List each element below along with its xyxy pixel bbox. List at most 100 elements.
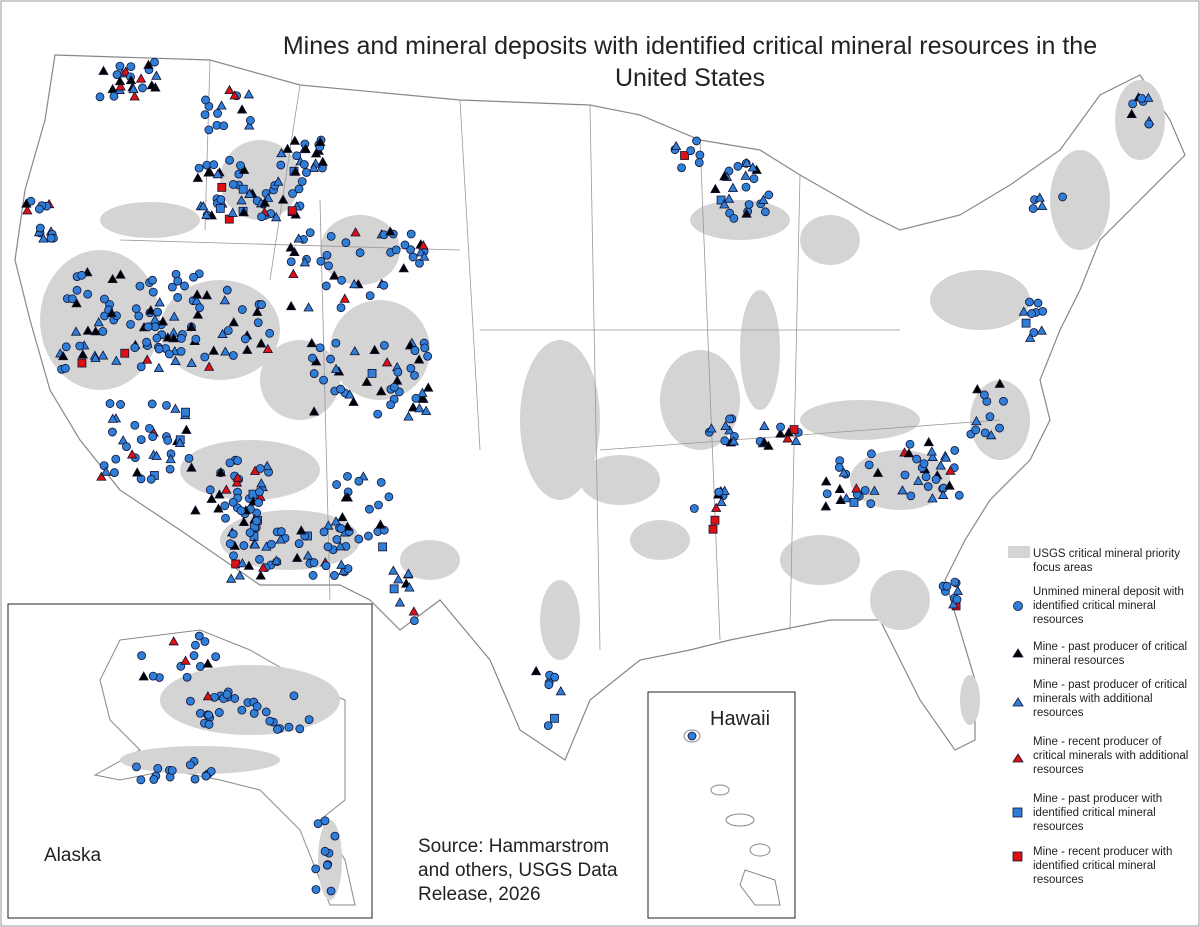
deposit-marker (714, 487, 724, 497)
deposit-marker (221, 513, 230, 523)
deposit-marker (720, 436, 730, 446)
mine-marker (728, 436, 739, 446)
focus-area (180, 440, 320, 500)
mine-marker (308, 406, 320, 416)
mine-marker (393, 574, 404, 584)
focus-area (660, 350, 740, 450)
mine-marker (716, 496, 727, 507)
focus-area (520, 340, 600, 500)
mine-marker (367, 368, 377, 378)
deposit-marker (194, 631, 204, 641)
deposit-marker (355, 248, 365, 258)
deposit-marker (204, 125, 214, 135)
focus-area (160, 280, 280, 380)
deposit-marker (550, 672, 560, 682)
mine-marker (1126, 108, 1137, 119)
deposit-marker (420, 343, 430, 353)
mine-marker (670, 140, 682, 151)
deposit-marker (384, 492, 394, 502)
deposit-marker (225, 539, 235, 549)
mine-marker (530, 665, 542, 676)
mine-marker (289, 135, 301, 145)
mine-marker (238, 184, 248, 194)
deposit-marker (324, 261, 333, 271)
deposit-marker (725, 414, 735, 424)
mine-marker (296, 525, 307, 535)
deposit-marker (297, 177, 307, 186)
deposit-marker (1033, 298, 1043, 308)
deposit-marker (209, 160, 219, 170)
deposit-marker (320, 846, 330, 856)
deposit-marker (950, 577, 960, 587)
mine-marker (107, 273, 118, 284)
mine-marker (937, 489, 949, 499)
deposit-marker (257, 212, 266, 222)
mine-marker (869, 485, 880, 495)
mine-marker (350, 227, 361, 237)
focus-area (400, 540, 460, 580)
mine-marker (413, 354, 425, 364)
mine-marker (71, 298, 82, 308)
focus-area (740, 290, 780, 410)
deposit-marker (912, 454, 922, 464)
deposit-marker (142, 337, 151, 347)
deposit-marker (999, 396, 1008, 406)
deposit-marker (834, 463, 844, 472)
deposit-marker (173, 293, 183, 302)
mine-marker (162, 332, 174, 342)
deposit-marker (153, 307, 162, 317)
mine-marker (231, 477, 243, 487)
mine-marker (213, 503, 224, 513)
mine-marker (225, 573, 237, 583)
mine-marker (727, 182, 739, 192)
mine-marker (710, 502, 722, 512)
mine-marker (238, 516, 250, 526)
mine-marker (93, 317, 104, 327)
deposit-marker (942, 581, 952, 591)
deposit-marker (163, 436, 173, 445)
mine-marker (243, 89, 255, 99)
mine-marker (82, 325, 94, 335)
mine-marker (201, 209, 212, 219)
mine-marker (897, 485, 908, 495)
markers (21, 57, 1155, 896)
mine-marker (299, 257, 311, 267)
deposit-marker (150, 57, 159, 67)
deposit-marker (222, 285, 232, 295)
deposit-marker (1027, 309, 1036, 318)
deposit-marker (216, 195, 226, 204)
deposit-marker (950, 446, 960, 455)
legend-symbols (1008, 546, 1030, 862)
mine-marker (285, 242, 296, 252)
deposit-marker (233, 456, 242, 466)
deposit-marker (229, 551, 238, 561)
deposit-marker (1028, 204, 1038, 213)
mine-marker (680, 151, 689, 160)
deposit-marker (332, 535, 342, 544)
mine-marker (202, 658, 214, 668)
mine-marker (217, 182, 227, 192)
mine-marker (271, 211, 282, 222)
deposit-marker (336, 524, 346, 533)
mine-marker (759, 437, 770, 447)
deposit-marker (136, 775, 146, 785)
mine-marker (128, 83, 139, 94)
mine-marker (186, 321, 197, 331)
mine-marker (138, 671, 149, 681)
deposit-marker (112, 70, 122, 79)
deposit-marker (225, 458, 235, 468)
deposit-marker (138, 83, 147, 93)
legend-label: Mine - recent producer with identified c… (1033, 846, 1173, 886)
mine-marker (376, 386, 387, 396)
deposit-marker (1144, 119, 1154, 129)
deposit-marker (75, 341, 85, 351)
focus-area (870, 570, 930, 630)
deposit-marker (211, 652, 221, 661)
deposit-marker (423, 351, 433, 361)
mine-marker (820, 501, 831, 511)
deposit-marker (294, 184, 304, 194)
deposit-marker (98, 327, 108, 336)
mine-marker (224, 84, 235, 95)
mine-marker (710, 515, 720, 525)
